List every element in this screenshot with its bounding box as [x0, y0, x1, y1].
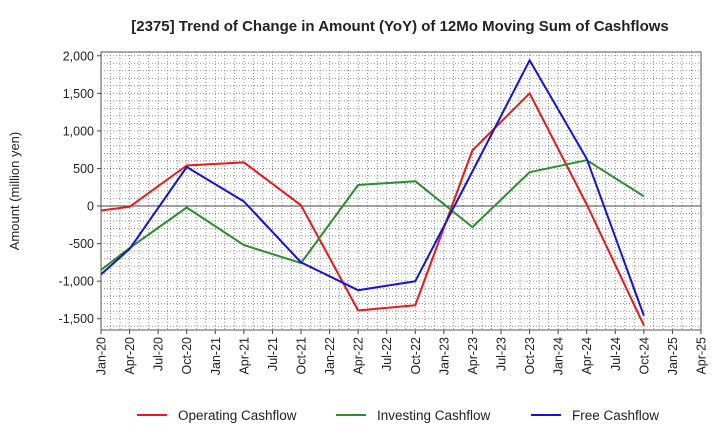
legend-label-free-cashflow: Free Cashflow	[572, 408, 659, 423]
x-tick-label: Apr-25	[695, 337, 709, 375]
y-tick-label: -1,000	[59, 275, 94, 289]
y-axis: 2,000 1,500 1,000 500 0 -500 -1,000 -1,500	[59, 49, 101, 326]
x-tick-label: Jan-25	[666, 337, 680, 375]
series-line-operating-cashflow	[100, 92, 645, 326]
series-lines	[100, 59, 645, 326]
y-tick-label: 0	[87, 200, 94, 214]
x-tick-label: Jan-21	[209, 337, 223, 375]
x-tick-label: Jul-23	[495, 337, 509, 371]
x-tick-label: Apr-23	[466, 337, 480, 375]
x-tick-label: Jul-24	[609, 337, 623, 371]
x-tick-label: Jan-23	[437, 337, 451, 375]
x-tick-label: Oct-24	[637, 337, 651, 375]
y-tick-label: 2,000	[63, 49, 94, 63]
x-tick-label: Apr-20	[123, 337, 137, 375]
chart-title: [2375] Trend of Change in Amount (YoY) o…	[131, 18, 669, 35]
grid	[101, 52, 701, 330]
x-tick-label: Apr-21	[237, 337, 251, 375]
x-tick-label: Oct-20	[180, 337, 194, 375]
x-tick-label: Oct-23	[523, 337, 537, 375]
y-tick-label: -500	[69, 237, 94, 251]
x-tick-label: Jan-20	[95, 337, 109, 375]
series-line-free-cashflow	[100, 59, 645, 317]
x-tick-label: Oct-21	[295, 337, 309, 375]
x-tick-label: Oct-22	[409, 337, 423, 375]
y-axis-label: Amount (million yen)	[7, 132, 22, 251]
legend-label-operating-cashflow: Operating Cashflow	[178, 408, 297, 423]
y-tick-label: -1,500	[59, 312, 94, 326]
series-line-investing-cashflow	[100, 159, 645, 271]
x-tick-label: Jul-20	[152, 337, 166, 371]
x-tick-label: Apr-22	[352, 337, 366, 375]
x-tick-label: Jan-24	[552, 337, 566, 375]
x-axis: Jan-20 Apr-20 Jul-20 Oct-20 Jan-21 Apr-21 Jul-…	[95, 330, 709, 375]
y-tick-label: 1,000	[63, 124, 94, 138]
legend: Operating Cashflow Investing Cashflow Free…	[137, 408, 659, 423]
legend-label-investing-cashflow: Investing Cashflow	[377, 408, 491, 423]
y-tick-label: 500	[73, 162, 94, 176]
x-tick-label: Jul-22	[380, 337, 394, 371]
x-tick-label: Apr-24	[580, 337, 594, 375]
x-tick-label: Jan-22	[323, 337, 337, 375]
x-tick-label: Jul-21	[266, 337, 280, 371]
y-tick-label: 1,500	[63, 87, 94, 101]
